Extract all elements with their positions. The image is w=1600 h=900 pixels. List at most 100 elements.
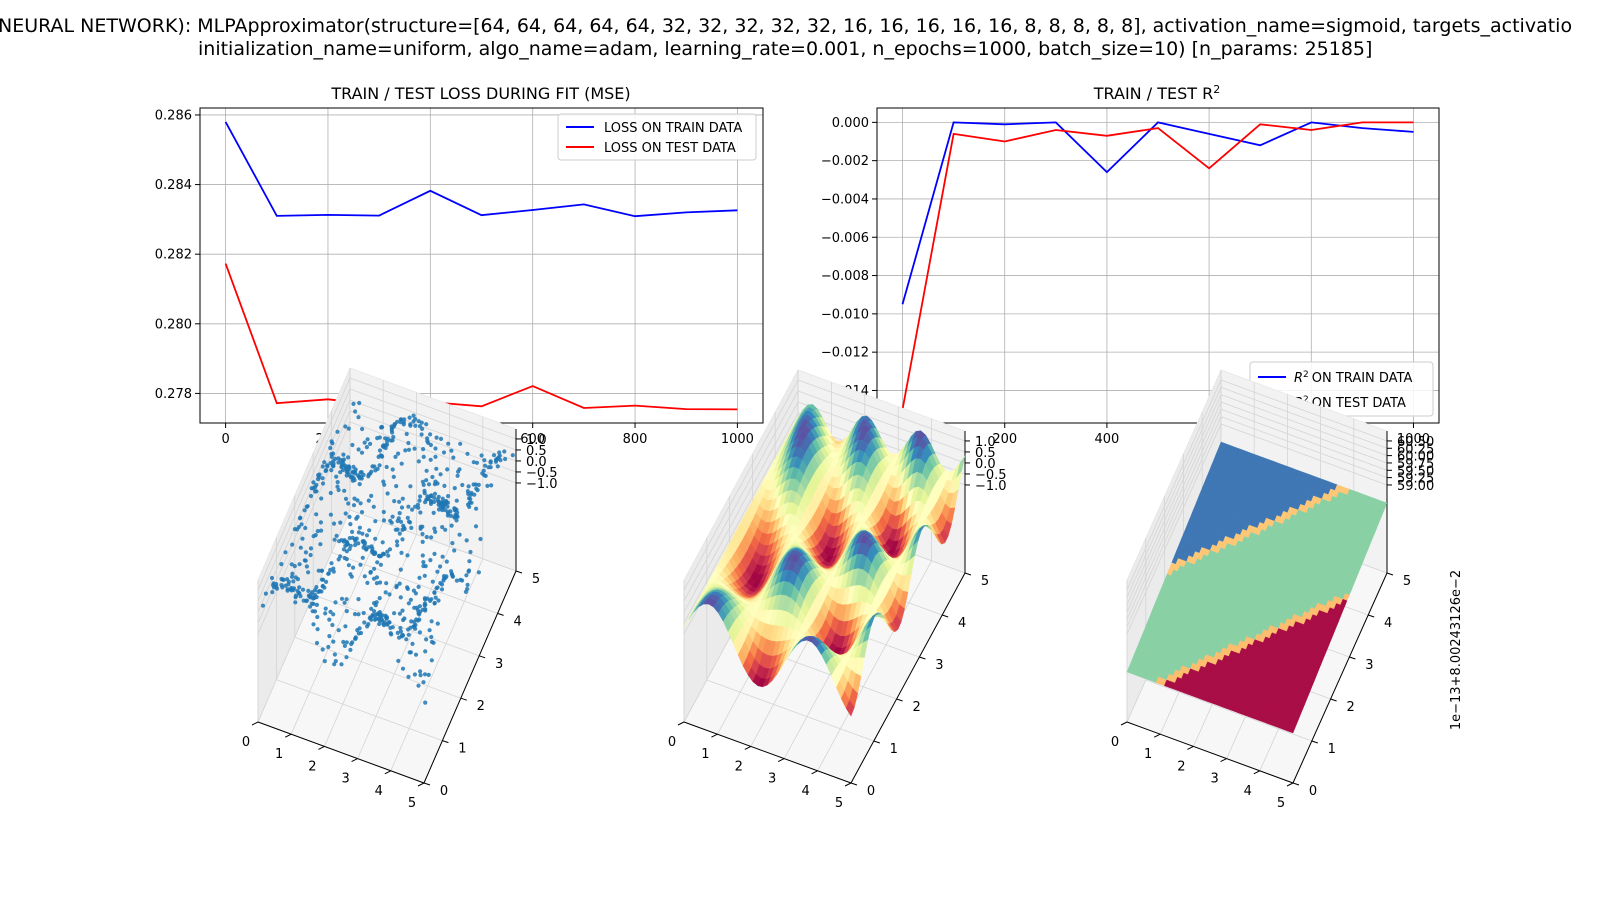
scatter-point: [429, 639, 435, 645]
y-tick-label: 4: [1384, 616, 1392, 631]
scatter-point: [379, 453, 384, 458]
scatter-point: [369, 617, 374, 622]
y-tick-label: 0.282: [155, 248, 192, 263]
scatter-point: [413, 423, 418, 428]
scatter-point: [346, 563, 351, 568]
scatter-point: [328, 567, 333, 573]
scatter-point: [476, 482, 481, 487]
x-tick-label: 200: [992, 432, 1017, 447]
scatter-point: [429, 619, 434, 624]
scatter-point: [413, 417, 418, 422]
scatter-point: [430, 579, 435, 584]
scatter-point: [365, 437, 370, 442]
scatter-point: [356, 447, 361, 452]
scatter-point: [425, 436, 430, 441]
scatter-point: [429, 597, 434, 602]
scatter-point: [430, 474, 435, 480]
scatter-point: [360, 531, 365, 536]
pane-gridline: [683, 401, 799, 613]
loss-chart-title: TRAIN / TEST LOSS DURING FIT (MSE): [330, 84, 630, 103]
scatter-point: [400, 496, 405, 501]
scatter-point: [290, 542, 295, 547]
scatter-point: [432, 600, 437, 606]
scatter-point: [260, 603, 266, 608]
scatter-point: [388, 625, 393, 631]
scatter-point: [343, 624, 348, 629]
scatter-point: [404, 431, 409, 437]
scatter-point: [438, 472, 443, 477]
scatter-point: [433, 446, 438, 451]
scatter-point: [348, 572, 353, 577]
scatter-point: [328, 445, 333, 451]
scatter-point: [291, 579, 296, 584]
scatter-point: [442, 483, 447, 488]
scatter-point: [374, 575, 379, 580]
scatter-point: [377, 596, 382, 601]
scatter-point: [451, 455, 456, 460]
pane-gridline: [683, 390, 799, 602]
scatter-point: [475, 488, 480, 493]
y-tick-label: 5: [532, 572, 540, 587]
y-tick-mark: [1349, 656, 1356, 660]
scatter-point: [263, 591, 268, 596]
scatter-point: [425, 596, 430, 601]
x-tick-label: 400: [1094, 432, 1119, 447]
y-tick-mark: [423, 782, 431, 786]
scatter-point: [354, 516, 359, 521]
scatter-point: [311, 480, 316, 485]
scatter-point: [293, 575, 298, 580]
scatter-point: [303, 525, 308, 531]
scatter-point: [335, 429, 340, 434]
x-tick-mark: [1220, 758, 1227, 763]
scatter-point: [320, 464, 325, 469]
scatter-point: [455, 473, 460, 478]
scatter-point: [401, 525, 406, 530]
scatter-point: [380, 540, 385, 545]
y-tick-label: −0.008: [821, 269, 869, 284]
scatter-point: [460, 482, 465, 488]
scatter-point: [281, 577, 286, 583]
scatter-point: [419, 420, 424, 425]
scatter-point: [341, 547, 346, 552]
scatter-point: [329, 561, 334, 566]
r2-chart: TRAIN / TEST R2 02004006008001000 0.000−…: [821, 83, 1440, 447]
scatter-point: [435, 621, 440, 626]
scatter-point: [440, 525, 445, 530]
scatter-point: [331, 461, 336, 466]
scatter-point: [389, 428, 394, 433]
scatter-point: [377, 610, 382, 615]
scatter-point: [360, 426, 365, 432]
scatter-point: [444, 559, 449, 564]
x-tick-label: 2: [735, 759, 743, 774]
scatter-point: [436, 494, 441, 499]
x-tick-label: 600: [520, 432, 545, 447]
series-line-test: [224, 263, 738, 411]
scatter-point: [435, 569, 440, 574]
r2-chart-frame: [876, 107, 1440, 424]
scatter-point: [381, 509, 386, 515]
scatter-point: [445, 467, 450, 472]
scatter-point: [312, 485, 318, 490]
scatter-point: [324, 579, 329, 585]
scatter-point: [398, 420, 403, 425]
scatter-point: [408, 597, 413, 602]
scatter-point: [326, 644, 331, 650]
scatter-point: [308, 552, 313, 558]
y-tick-mark: [1292, 782, 1300, 786]
scatter-point: [342, 600, 347, 605]
scatter-point: [351, 401, 356, 406]
x-tick-label: 1: [275, 747, 283, 762]
scatter-point: [331, 521, 337, 526]
pane-gridline: [331, 552, 498, 614]
x-tick-label: 4: [801, 784, 809, 799]
scatter-point: [398, 625, 403, 631]
scatter-point: [422, 573, 427, 578]
y-tick-label: 0.278: [155, 387, 192, 402]
scatter-point: [432, 491, 438, 496]
pane-gridline: [1220, 401, 1388, 464]
scatter-point: [379, 424, 384, 430]
pane-gridline: [349, 509, 517, 572]
scatter-point: [395, 419, 400, 424]
scatter-point: [482, 463, 488, 468]
y-tick-mark: [1368, 614, 1375, 618]
